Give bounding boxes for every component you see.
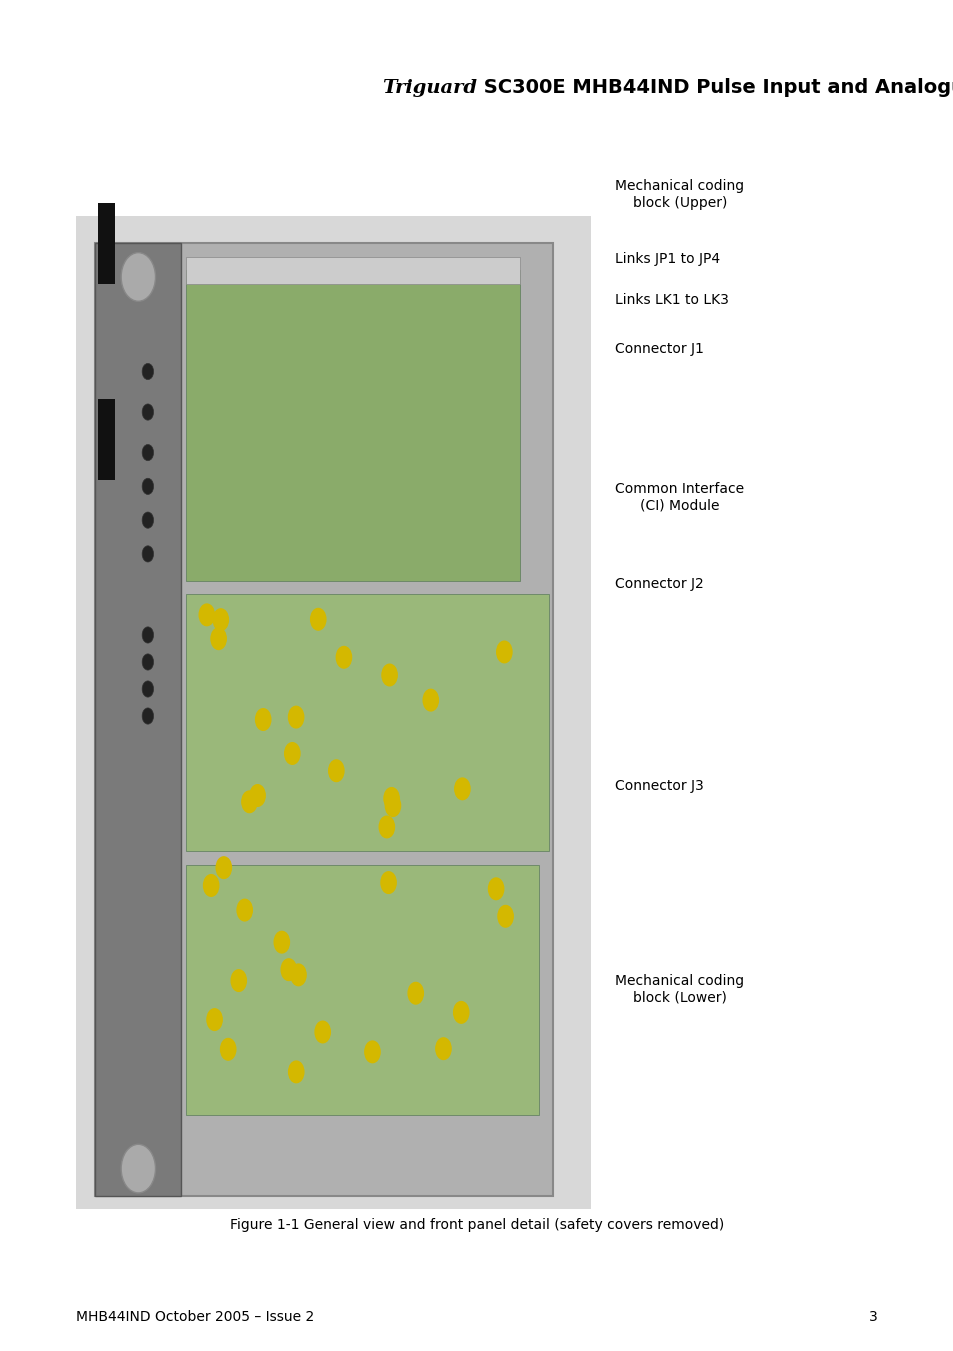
Text: SC300E MHB44IND Pulse Input and Analogue Output Module: SC300E MHB44IND Pulse Input and Analogue… xyxy=(476,78,953,97)
Text: MHB44IND October 2005 – Issue 2: MHB44IND October 2005 – Issue 2 xyxy=(76,1310,314,1324)
Circle shape xyxy=(274,931,289,952)
Circle shape xyxy=(288,707,303,728)
Circle shape xyxy=(142,404,153,420)
FancyBboxPatch shape xyxy=(95,243,181,1196)
Circle shape xyxy=(142,478,153,494)
Circle shape xyxy=(329,759,344,781)
Circle shape xyxy=(142,627,153,643)
Text: Common Interface
(CI) Module: Common Interface (CI) Module xyxy=(615,482,743,512)
FancyBboxPatch shape xyxy=(186,270,519,581)
Circle shape xyxy=(455,778,470,800)
Circle shape xyxy=(142,708,153,724)
Circle shape xyxy=(241,790,256,812)
Text: Figure 1-1 General view and front panel detail (safety covers removed): Figure 1-1 General view and front panel … xyxy=(230,1219,723,1232)
Circle shape xyxy=(142,546,153,562)
Circle shape xyxy=(250,785,265,807)
Circle shape xyxy=(364,1042,379,1063)
Circle shape xyxy=(284,743,299,765)
Circle shape xyxy=(142,512,153,528)
Circle shape xyxy=(385,794,400,816)
Circle shape xyxy=(488,878,503,900)
Circle shape xyxy=(121,253,155,301)
FancyBboxPatch shape xyxy=(98,203,115,284)
Circle shape xyxy=(436,1038,451,1059)
Circle shape xyxy=(121,1144,155,1193)
Circle shape xyxy=(291,965,306,986)
Circle shape xyxy=(199,604,214,626)
FancyBboxPatch shape xyxy=(186,257,519,284)
Circle shape xyxy=(378,816,394,838)
Text: Triguard: Triguard xyxy=(381,78,476,97)
Circle shape xyxy=(336,647,352,669)
Circle shape xyxy=(289,1061,304,1082)
Text: Links LK1 to LK3: Links LK1 to LK3 xyxy=(615,293,728,307)
Text: Links JP1 to JP4: Links JP1 to JP4 xyxy=(615,253,720,266)
FancyBboxPatch shape xyxy=(186,865,538,1115)
Circle shape xyxy=(213,609,228,631)
Circle shape xyxy=(381,665,396,686)
Text: Connector J1: Connector J1 xyxy=(615,342,703,355)
Circle shape xyxy=(408,982,423,1004)
FancyBboxPatch shape xyxy=(98,399,115,480)
Circle shape xyxy=(231,970,246,992)
Circle shape xyxy=(142,444,153,461)
Circle shape xyxy=(207,1009,222,1031)
Circle shape xyxy=(220,1039,235,1061)
Circle shape xyxy=(142,363,153,380)
FancyBboxPatch shape xyxy=(186,594,548,851)
Circle shape xyxy=(203,874,218,896)
Text: Mechanical coding
block (Lower): Mechanical coding block (Lower) xyxy=(615,974,743,1004)
Circle shape xyxy=(216,857,232,878)
Circle shape xyxy=(380,871,395,893)
Text: Connector J2: Connector J2 xyxy=(615,577,703,590)
Circle shape xyxy=(211,628,226,650)
Circle shape xyxy=(383,788,398,809)
Circle shape xyxy=(237,900,253,921)
FancyBboxPatch shape xyxy=(76,216,591,1209)
Circle shape xyxy=(423,689,438,711)
Text: Mechanical coding
block (Upper): Mechanical coding block (Upper) xyxy=(615,180,743,209)
Circle shape xyxy=(142,654,153,670)
Text: 3: 3 xyxy=(868,1310,877,1324)
FancyBboxPatch shape xyxy=(95,243,553,1196)
Circle shape xyxy=(311,608,326,630)
Circle shape xyxy=(497,642,512,663)
Circle shape xyxy=(453,1001,468,1023)
Circle shape xyxy=(255,709,271,731)
Circle shape xyxy=(142,681,153,697)
Circle shape xyxy=(314,1021,330,1043)
Circle shape xyxy=(497,905,513,927)
Circle shape xyxy=(281,959,296,981)
Text: Connector J3: Connector J3 xyxy=(615,780,703,793)
